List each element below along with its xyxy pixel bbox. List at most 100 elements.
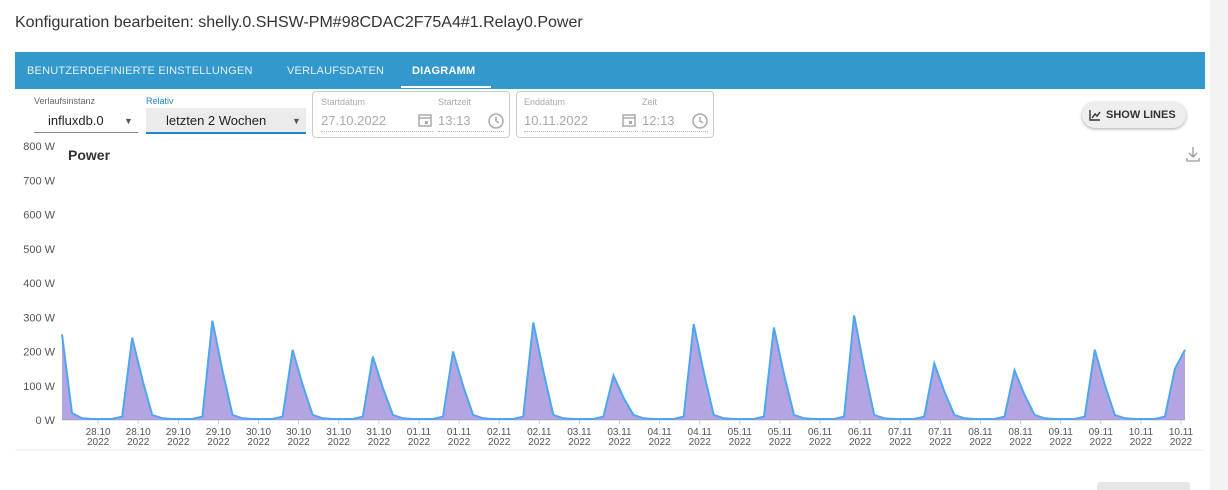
x-tick-label: 03.11 bbox=[567, 427, 592, 438]
x-tick-sublabel: 2022 bbox=[1009, 437, 1032, 448]
select-value: influxdb.0 bbox=[48, 113, 104, 128]
y-tick-label: 700 W bbox=[23, 175, 55, 187]
date-value: 27.10.2022 bbox=[321, 113, 387, 128]
show-lines-button[interactable]: SHOW LINES bbox=[1082, 102, 1186, 128]
x-tick-label: 02.11 bbox=[527, 427, 552, 438]
x-tick-sublabel: 2022 bbox=[608, 437, 631, 448]
download-icon[interactable] bbox=[1186, 147, 1200, 162]
underline bbox=[524, 131, 638, 132]
field-label: Enddatum bbox=[524, 97, 566, 107]
tab[interactable]: VERLAUFSDATEN bbox=[287, 65, 385, 77]
x-tick-label: 30.10 bbox=[286, 427, 311, 438]
x-tick-label: 29.10 bbox=[206, 427, 231, 438]
x-tick-label: 04.11 bbox=[688, 427, 713, 438]
x-tick-sublabel: 2022 bbox=[87, 437, 110, 448]
chart-title: Power bbox=[68, 147, 111, 163]
x-tick-label: 01.11 bbox=[447, 427, 472, 438]
x-tick-sublabel: 2022 bbox=[1090, 437, 1113, 448]
x-tick-sublabel: 2022 bbox=[408, 437, 431, 448]
x-tick-sublabel: 2022 bbox=[648, 437, 671, 448]
x-tick-sublabel: 2022 bbox=[929, 437, 952, 448]
scroll-area bbox=[1210, 0, 1228, 490]
time-value: 13:13 bbox=[438, 113, 471, 128]
dialog-title: Konfiguration bearbeiten: shelly.0.SHSW-… bbox=[15, 14, 583, 31]
underline bbox=[438, 131, 504, 132]
tab-active[interactable]: DIAGRAMM bbox=[412, 65, 476, 77]
y-tick-label: 800 W bbox=[23, 141, 55, 153]
x-tick-sublabel: 2022 bbox=[288, 437, 311, 448]
clock-icon bbox=[488, 113, 504, 129]
field-label: Verlaufsinstanz bbox=[34, 96, 96, 106]
footer-button bbox=[1097, 482, 1190, 490]
x-tick-sublabel: 2022 bbox=[849, 437, 872, 448]
tab-indicator bbox=[401, 86, 491, 88]
x-tick-label: 04.11 bbox=[647, 427, 672, 438]
calendar-icon bbox=[622, 114, 636, 127]
chart: Power 0 W 100 W 200 W 300 W 400 W 500 W 600 W 7… bbox=[15, 141, 1205, 451]
x-tick-label: 08.11 bbox=[1008, 427, 1033, 438]
x-tick-sublabel: 2022 bbox=[769, 437, 792, 448]
x-tick-sublabel: 2022 bbox=[528, 437, 551, 448]
date-range-end: Enddatum 10.11.2022 Zeit 12:13 bbox=[516, 91, 714, 138]
x-tick-label: 10.11 bbox=[1129, 427, 1154, 438]
x-tick-label: 08.11 bbox=[968, 427, 993, 438]
select[interactable]: letzten 2 Wochen ▼ bbox=[146, 108, 306, 134]
x-tick-label: 29.10 bbox=[166, 427, 191, 438]
date-range-start: Startdatum 27.10.2022 Startzeit 13:13 bbox=[312, 91, 510, 138]
x-tick-sublabel: 2022 bbox=[1050, 437, 1073, 448]
x-tick-label: 02.11 bbox=[487, 427, 512, 438]
x-tick-label: 06.11 bbox=[808, 427, 833, 438]
field-label: Startdatum bbox=[321, 97, 366, 107]
x-tick-sublabel: 2022 bbox=[488, 437, 511, 448]
x-tick-label: 09.11 bbox=[1049, 427, 1074, 438]
y-tick-label: 500 W bbox=[23, 244, 55, 256]
y-tick-label: 400 W bbox=[23, 278, 55, 290]
calendar-icon bbox=[418, 114, 432, 127]
x-tick-label: 31.10 bbox=[366, 427, 391, 438]
date-value: 10.11.2022 bbox=[524, 113, 589, 128]
dropdown-arrow: ▼ bbox=[124, 116, 133, 126]
y-tick-label: 300 W bbox=[23, 312, 55, 324]
underline bbox=[321, 131, 433, 132]
x-tick-sublabel: 2022 bbox=[1170, 437, 1193, 448]
tab-bar: BENUTZERDEFINIERTE EINSTELLUNGEN VERLAUF… bbox=[15, 52, 1205, 89]
button-label: SHOW LINES bbox=[1106, 109, 1176, 121]
underline bbox=[642, 131, 708, 132]
select-value: letzten 2 Wochen bbox=[166, 113, 267, 128]
time-value: 12:13 bbox=[642, 113, 675, 128]
x-tick-sublabel: 2022 bbox=[809, 437, 832, 448]
x-tick-sublabel: 2022 bbox=[127, 437, 150, 448]
line bbox=[61, 315, 1186, 420]
x-tick-label: 28.10 bbox=[126, 427, 151, 438]
x-tick-sublabel: 2022 bbox=[167, 437, 190, 448]
x-tick-label: 30.10 bbox=[246, 427, 271, 438]
x-tick-sublabel: 2022 bbox=[689, 437, 712, 448]
x-tick-label: 31.10 bbox=[326, 427, 351, 438]
x-tick-sublabel: 2022 bbox=[247, 437, 270, 448]
y-tick-label: 100 W bbox=[23, 381, 55, 393]
x-tick-sublabel: 2022 bbox=[1130, 437, 1153, 448]
x-tick-label: 07.11 bbox=[888, 427, 913, 438]
dropdown-arrow: ▼ bbox=[292, 116, 301, 126]
x-tick-sublabel: 2022 bbox=[889, 437, 912, 448]
x-tick-sublabel: 2022 bbox=[207, 437, 230, 448]
x-tick-label: 05.11 bbox=[768, 427, 793, 438]
field-label: Startzeit bbox=[438, 97, 472, 107]
x-tick-label: 28.10 bbox=[86, 427, 111, 438]
x-tick-label: 01.11 bbox=[407, 427, 432, 438]
field-label: Zeit bbox=[642, 97, 658, 107]
tab[interactable]: BENUTZERDEFINIERTE EINSTELLUNGEN bbox=[27, 65, 253, 77]
x-tick-sublabel: 2022 bbox=[969, 437, 992, 448]
clock-icon bbox=[692, 113, 708, 129]
field-label: Relativ bbox=[146, 96, 174, 106]
x-tick-sublabel: 2022 bbox=[368, 437, 391, 448]
x-tick-label: 09.11 bbox=[1089, 427, 1114, 438]
select[interactable]: influxdb.0 ▼ bbox=[34, 109, 138, 133]
x-tick-label: 07.11 bbox=[928, 427, 953, 438]
x-tick-label: 05.11 bbox=[728, 427, 753, 438]
x-tick-label: 10.11 bbox=[1169, 427, 1194, 438]
chart-icon bbox=[1089, 110, 1101, 121]
x-tick-sublabel: 2022 bbox=[328, 437, 351, 448]
y-tick-label: 0 W bbox=[35, 415, 55, 427]
